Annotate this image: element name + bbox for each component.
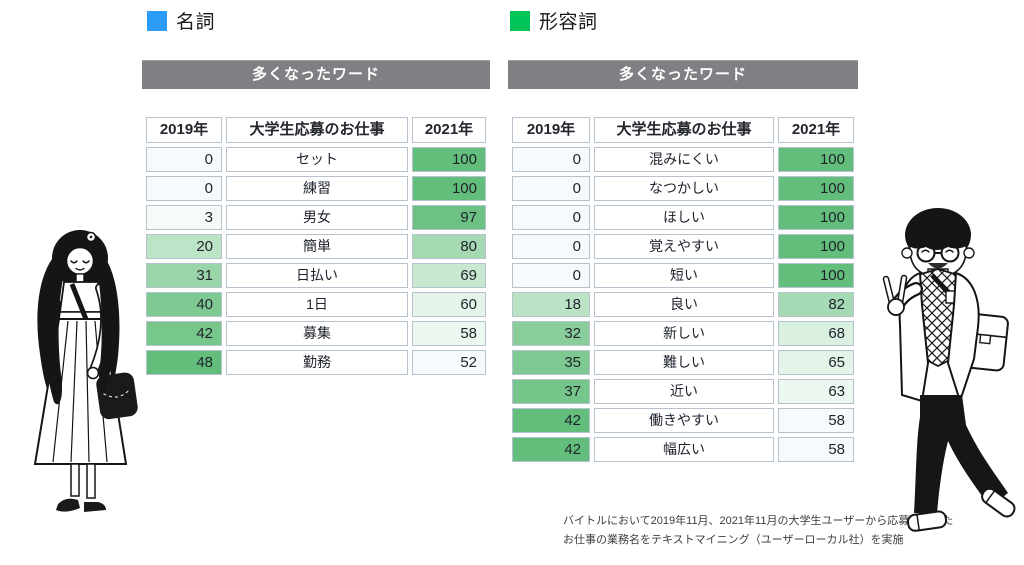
- word-cell: 近い: [594, 379, 774, 404]
- value-2019-cell: 48: [146, 350, 222, 375]
- adjectives-word-table: 2019年 大学生応募のお仕事 2021年 0 混みにくい 100 0 なつかしい 100 0 ほし…: [508, 113, 858, 466]
- value-2019-cell: 37: [512, 379, 590, 404]
- value-2021-cell: 69: [412, 263, 486, 288]
- table-row: 48 勤務 52: [146, 350, 486, 375]
- value-2019-cell: 42: [512, 408, 590, 433]
- value-2019-cell: 40: [146, 292, 222, 317]
- table-row: 42 働きやすい 58: [512, 408, 854, 433]
- value-2021-cell: 100: [778, 147, 854, 172]
- source-footnote: バイトルにおいて2019年11月、2021年11月の大学生ユーザーから応募のあっ…: [563, 512, 1003, 549]
- legend-adjectives: 形容詞: [510, 7, 598, 34]
- table-row: 0 短い 100: [512, 263, 854, 288]
- column-header: 大学生応募のお仕事: [226, 117, 408, 143]
- word-cell: 働きやすい: [594, 408, 774, 433]
- word-cell: 混みにくい: [594, 147, 774, 172]
- value-2019-cell: 20: [146, 234, 222, 259]
- column-header: 大学生応募のお仕事: [594, 117, 774, 143]
- legend-nouns: 名詞: [147, 7, 215, 34]
- word-cell: 勤務: [226, 350, 408, 375]
- value-2021-cell: 60: [412, 292, 486, 317]
- column-header: 2019年: [146, 117, 222, 143]
- word-cell: セット: [226, 147, 408, 172]
- column-header: 2021年: [778, 117, 854, 143]
- footnote-line-2: お仕事の業務名をテキストマイニング（ユーザーローカル社）を実施: [563, 533, 904, 546]
- column-header: 2019年: [512, 117, 590, 143]
- table-row: 20 簡単 80: [146, 234, 486, 259]
- table-row: 0 セット 100: [146, 147, 486, 172]
- word-cell: 新しい: [594, 321, 774, 346]
- value-2021-cell: 58: [778, 408, 854, 433]
- value-2019-cell: 35: [512, 350, 590, 375]
- word-cell: 難しい: [594, 350, 774, 375]
- table-row: 0 練習 100: [146, 176, 486, 201]
- table-row: 18 良い 82: [512, 292, 854, 317]
- value-2021-cell: 63: [778, 379, 854, 404]
- value-2021-cell: 100: [412, 176, 486, 201]
- green-swatch-icon: [510, 10, 530, 31]
- table-row: 32 新しい 68: [512, 321, 854, 346]
- word-cell: なつかしい: [594, 176, 774, 201]
- value-2021-cell: 100: [778, 176, 854, 201]
- nouns-word-table: 2019年 大学生応募のお仕事 2021年 0 セット 100 0 練習 100 3 男女 97 20 簡…: [142, 113, 490, 379]
- value-2021-cell: 100: [412, 147, 486, 172]
- word-cell: 男女: [226, 205, 408, 230]
- value-2019-cell: 0: [512, 147, 590, 172]
- table-row: 42 幅広い 58: [512, 437, 854, 462]
- value-2019-cell: 18: [512, 292, 590, 317]
- table-row: 35 難しい 65: [512, 350, 854, 375]
- word-cell: 募集: [226, 321, 408, 346]
- table-row: 40 1日 60: [146, 292, 486, 317]
- value-2021-cell: 58: [412, 321, 486, 346]
- section-header-nouns: 多くなったワード: [142, 60, 490, 89]
- value-2019-cell: 42: [512, 437, 590, 462]
- value-2021-cell: 65: [778, 350, 854, 375]
- word-cell: 覚えやすい: [594, 234, 774, 259]
- word-cell: 幅広い: [594, 437, 774, 462]
- table-row: 31 日払い 69: [146, 263, 486, 288]
- value-2019-cell: 0: [512, 234, 590, 259]
- blue-swatch-icon: [147, 10, 167, 31]
- section-header-adjectives: 多くなったワード: [508, 60, 858, 89]
- table-row: 0 なつかしい 100: [512, 176, 854, 201]
- value-2019-cell: 0: [512, 205, 590, 230]
- table-row: 0 ほしい 100: [512, 205, 854, 230]
- female-student-illustration: [33, 230, 138, 512]
- value-2021-cell: 68: [778, 321, 854, 346]
- legend-adjectives-label: 形容詞: [539, 12, 598, 33]
- table-row: 0 混みにくい 100: [512, 147, 854, 172]
- table-row: 37 近い 63: [512, 379, 854, 404]
- value-2019-cell: 0: [146, 176, 222, 201]
- male-student-illustration: [882, 208, 1016, 532]
- value-2019-cell: 0: [146, 147, 222, 172]
- table-row: 42 募集 58: [146, 321, 486, 346]
- legend-nouns-label: 名詞: [176, 12, 216, 33]
- value-2019-cell: 42: [146, 321, 222, 346]
- word-cell: 良い: [594, 292, 774, 317]
- value-2021-cell: 100: [778, 234, 854, 259]
- value-2021-cell: 100: [778, 205, 854, 230]
- value-2021-cell: 80: [412, 234, 486, 259]
- value-2021-cell: 100: [778, 263, 854, 288]
- word-cell: ほしい: [594, 205, 774, 230]
- column-header: 2021年: [412, 117, 486, 143]
- value-2019-cell: 31: [146, 263, 222, 288]
- value-2021-cell: 97: [412, 205, 486, 230]
- footnote-line-1: バイトルにおいて2019年11月、2021年11月の大学生ユーザーから応募のあっ…: [563, 515, 954, 527]
- table-row: 3 男女 97: [146, 205, 486, 230]
- value-2019-cell: 0: [512, 176, 590, 201]
- value-2019-cell: 3: [146, 205, 222, 230]
- value-2021-cell: 82: [778, 292, 854, 317]
- word-cell: 練習: [226, 176, 408, 201]
- value-2021-cell: 52: [412, 350, 486, 375]
- word-cell: 簡単: [226, 234, 408, 259]
- value-2019-cell: 32: [512, 321, 590, 346]
- table-row: 0 覚えやすい 100: [512, 234, 854, 259]
- value-2021-cell: 58: [778, 437, 854, 462]
- word-cell: 日払い: [226, 263, 408, 288]
- value-2019-cell: 0: [512, 263, 590, 288]
- word-cell: 短い: [594, 263, 774, 288]
- word-cell: 1日: [226, 292, 408, 317]
